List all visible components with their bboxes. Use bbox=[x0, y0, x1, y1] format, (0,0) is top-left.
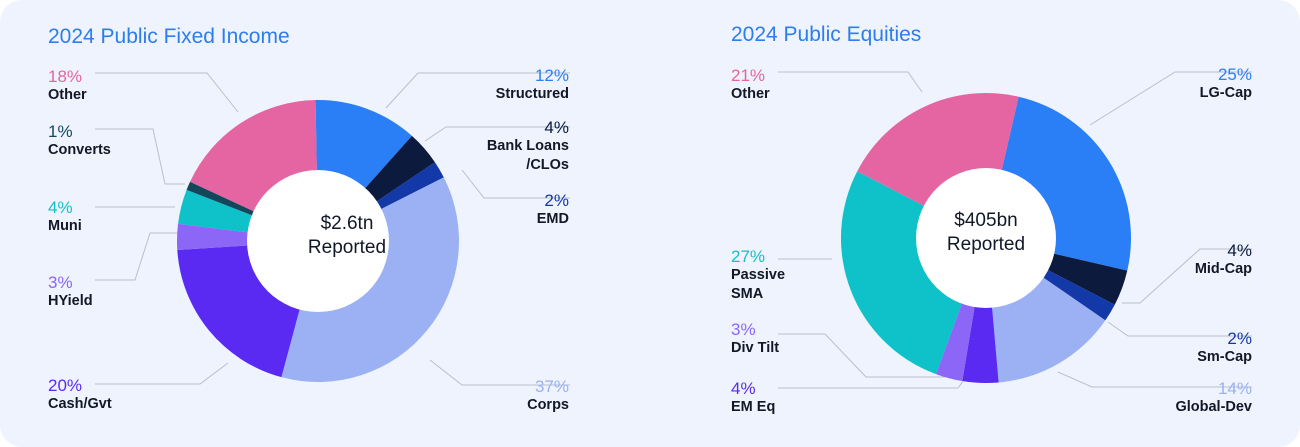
eq-leader-mid-cap bbox=[1122, 248, 1252, 304]
fixed-income-center-label: Reported bbox=[307, 237, 387, 258]
fi-label-cash: 20% Cash/Gvt bbox=[48, 376, 112, 412]
fi-label-muni: 4% Muni bbox=[48, 198, 82, 234]
eq-leader-lg-cap bbox=[1089, 71, 1252, 126]
eq-label-other: 21% Other bbox=[731, 66, 770, 102]
fi-leader-hyield bbox=[95, 232, 177, 281]
eq-leader-sm-cap bbox=[1107, 321, 1252, 337]
fi-leader-corps bbox=[429, 359, 570, 386]
eq-donut bbox=[840, 93, 1131, 383]
fi-label-corps: 37% Corps bbox=[527, 377, 569, 413]
eq-label-sm-cap: 2% Sm-Cap bbox=[1197, 329, 1252, 365]
fi-leader-bank-loans bbox=[424, 126, 570, 142]
eq-leader-em-eq bbox=[778, 376, 967, 389]
fixed-income-center-value: $2.6tn bbox=[320, 213, 374, 234]
fi-label-other: 18% Other bbox=[48, 67, 87, 103]
fi-leader-emd bbox=[461, 169, 570, 199]
eq-leader-div-tilt bbox=[778, 333, 945, 378]
fi-center-hole bbox=[247, 170, 389, 312]
fixed-income-title: 2024 Public Fixed Income bbox=[48, 25, 290, 48]
eq-label-em-eq: 4% EM Eq bbox=[731, 379, 776, 415]
eq-leader-other bbox=[778, 71, 923, 93]
fi-leader-converts bbox=[95, 128, 185, 185]
fi-leader-other bbox=[95, 72, 239, 113]
fi-label-hyield: 3% HYield bbox=[48, 273, 93, 309]
eq-label-mid-cap: 4% Mid-Cap bbox=[1194, 241, 1252, 277]
eq-center-hole bbox=[916, 168, 1056, 308]
eq-label-global-dev: 14% Global-Dev bbox=[1175, 379, 1252, 415]
fi-label-emd: 2% EMD bbox=[536, 191, 569, 227]
equities-center-label: Reported bbox=[946, 234, 1026, 255]
fi-donut bbox=[177, 100, 460, 382]
fixed-income-center: $2.6tn Reported bbox=[262, 212, 432, 260]
fi-label-converts: 1% Converts bbox=[48, 122, 111, 158]
eq-label-lg-cap: 25% LG-Cap bbox=[1199, 65, 1252, 101]
eq-leader-global-dev bbox=[1057, 371, 1252, 388]
fi-label-bank-loans: 4% Bank Loans /CLOs bbox=[486, 118, 569, 173]
equities-center: $405bn Reported bbox=[901, 209, 1071, 257]
eq-label-passive-sma: 27% Passive SMA bbox=[731, 247, 786, 302]
eq-label-div-tilt: 3% Div Tilt bbox=[731, 320, 780, 356]
equities-center-value: $405bn bbox=[954, 210, 1018, 231]
fi-leader-structured bbox=[385, 72, 570, 109]
fi-leader-cash bbox=[95, 362, 229, 385]
equities-title: 2024 Public Equities bbox=[731, 23, 922, 46]
fi-label-structured: 12% Structured bbox=[495, 66, 569, 102]
eq-slice-em-eq bbox=[962, 238, 999, 383]
